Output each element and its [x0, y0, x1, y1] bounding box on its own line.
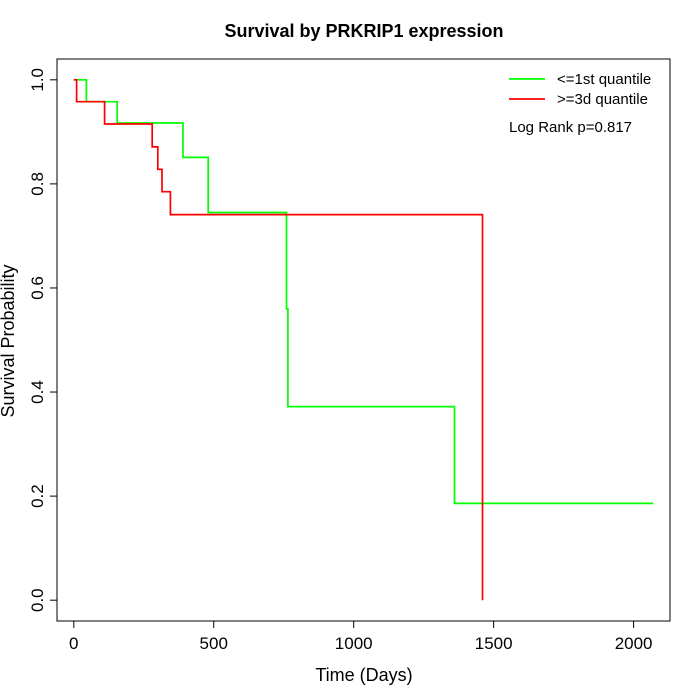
y-axis: 0.0 0.2 0.4 0.6 0.8 1.0	[28, 68, 58, 612]
y-tick-label: 0.8	[28, 172, 47, 196]
x-tick-label: 1000	[335, 634, 373, 653]
legend: <=1st quantile >=3d quantile	[509, 71, 651, 108]
y-axis-label: Survival Probability	[0, 264, 18, 417]
y-tick-label: 1.0	[28, 68, 47, 92]
x-axis-label: Time (Days)	[315, 665, 412, 685]
series-line-2	[73, 78, 484, 601]
x-tick-label: 0	[69, 634, 78, 653]
series-line-1	[73, 78, 654, 505]
plot-frame	[56, 58, 671, 622]
x-axis: 0 500 1000 1500 2000	[69, 620, 653, 653]
x-tick-label: 2000	[615, 634, 653, 653]
y-tick-label: 0.4	[28, 380, 47, 404]
chart-title: Survival by PRKRIP1 expression	[224, 21, 503, 41]
legend-label: <=1st quantile	[557, 71, 651, 88]
y-tick-label: 0.2	[28, 484, 47, 508]
log-rank-annotation: Log Rank p=0.817	[509, 119, 632, 136]
legend-label: >=3d quantile	[557, 91, 648, 108]
y-tick-label: 0.0	[28, 588, 47, 612]
x-tick-label: 500	[200, 634, 228, 653]
x-tick-label: 1500	[475, 634, 513, 653]
y-tick-label: 0.6	[28, 276, 47, 300]
series-layer	[73, 78, 654, 601]
